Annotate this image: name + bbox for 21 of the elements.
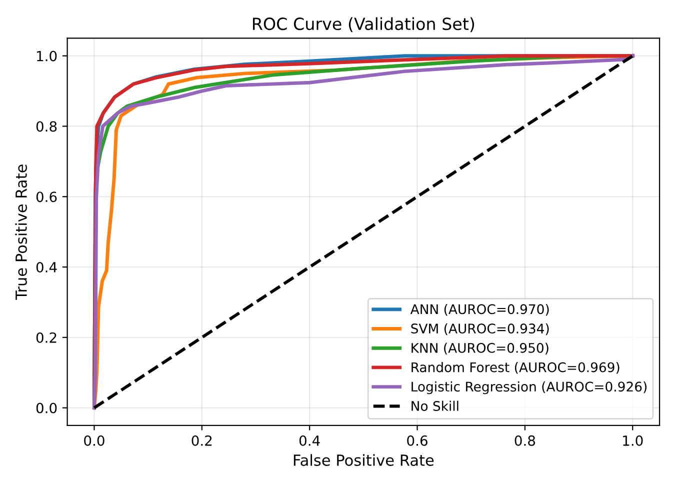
- x-tick-label: 0.4: [299, 435, 320, 446]
- chart-title: ROC Curve (Validation Set): [253, 17, 474, 32]
- x-tick-label: 1.0: [623, 435, 643, 446]
- y-axis-title: True Positive Rate: [15, 164, 27, 300]
- x-tick-label: 0.8: [514, 435, 536, 446]
- legend-label: SVM (AUROC=0.934): [411, 323, 549, 336]
- y-tick-label: 1.0: [37, 50, 57, 62]
- x-tick-label: 0.0: [84, 435, 104, 446]
- y-tick-label: 0.2: [36, 332, 56, 343]
- legend-label: ANN (AUROC=0.970): [410, 304, 549, 316]
- legend-label: KNN (AUROC=0.950): [412, 342, 548, 354]
- x-tick-label: 0.6: [407, 435, 428, 446]
- y-tick-label: 0.8: [36, 121, 57, 132]
- legend-label: Random Forest (AUROC=0.969): [412, 362, 620, 374]
- legend-label: No Skill: [412, 400, 458, 411]
- x-axis-title: False Positive Rate: [294, 454, 434, 466]
- y-tick-label: 0.6: [36, 192, 57, 202]
- y-tick-label: 0.4: [36, 262, 57, 272]
- legend-label: Logistic Regression (AUROC=0.926): [412, 381, 647, 394]
- x-tick-label: 0.2: [192, 435, 212, 446]
- y-tick-label: 0.0: [36, 402, 57, 414]
